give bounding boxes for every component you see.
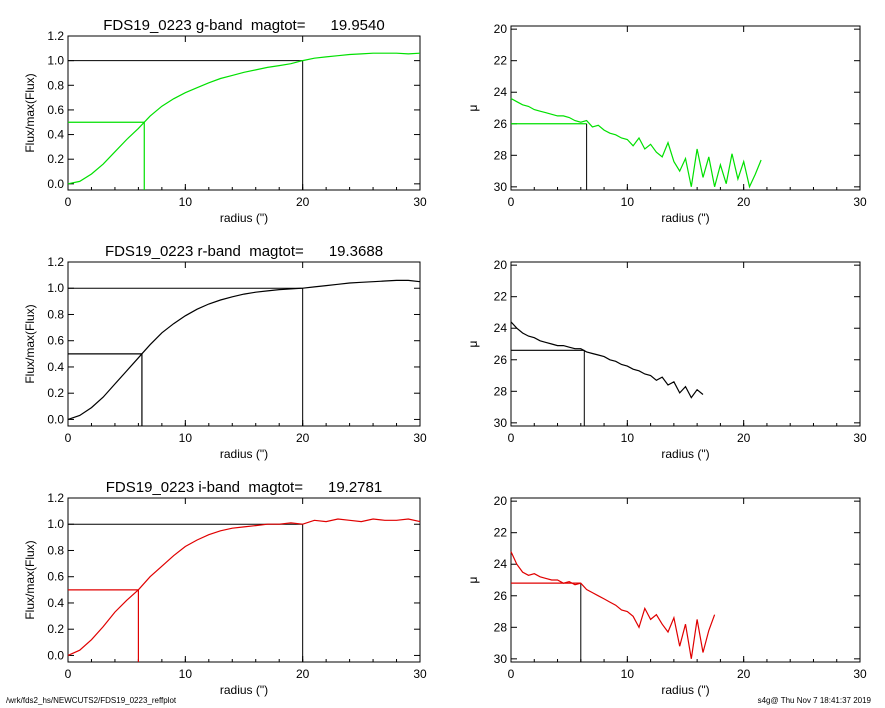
y-tick-label: 26	[494, 353, 508, 367]
y-tick-label: 0.0	[47, 648, 64, 662]
y-tick-label: 1.0	[47, 54, 64, 68]
y-tick-label: 28	[494, 620, 508, 634]
panel-growth-g: 0 10 20 30 0.0 0.2 0.4 0.6 0.8 1.0 1.2 radius (") Fl…	[23, 17, 427, 225]
y-tick-label: 22	[494, 526, 508, 540]
y-tick-label: 0.4	[47, 360, 64, 374]
y-axis-label: Flux/max(Flux)	[23, 304, 37, 383]
x-tick-label: 10	[621, 667, 635, 681]
x-tick-label: 30	[413, 431, 427, 445]
plot-frame	[67, 261, 421, 427]
footer-path: /wrk/fds2_hs/NEWCUTS2/FDS19_0223_reffplo…	[6, 696, 177, 705]
y-tick-label: 1.0	[47, 517, 64, 531]
x-tick-label: 30	[853, 667, 867, 681]
y-axis-label: Flux/max(Flux)	[23, 540, 37, 619]
footer-timestamp: s4g@ Thu Nov 7 18:41:37 2019	[757, 696, 871, 705]
y-tick-label: 24	[494, 85, 508, 99]
y-tick-label: 0.4	[47, 128, 64, 142]
plot-frame	[67, 35, 421, 191]
series-line	[67, 52, 421, 185]
y-tick-label: 20	[494, 22, 508, 36]
x-tick-label: 0	[65, 195, 72, 209]
y-tick-label: 0.0	[47, 412, 64, 426]
y-tick-label: 1.2	[47, 29, 64, 43]
x-tick-label: 30	[853, 195, 867, 209]
y-tick-label: 20	[494, 494, 508, 508]
x-axis-label: radius (")	[661, 211, 709, 225]
panel-sb-g: 0 10 20 30 20 22 24 26 28 30 radius (") μ	[466, 22, 867, 225]
x-axis-label: radius (")	[220, 683, 268, 697]
y-tick-label: 0.0	[47, 177, 64, 191]
y-tick-label: 20	[494, 258, 508, 272]
y-axis-label: μ	[466, 340, 480, 347]
x-axis-label: radius (")	[661, 683, 709, 697]
series-line	[510, 97, 762, 189]
y-axis-label: μ	[466, 104, 480, 111]
y-tick-label: 26	[494, 589, 508, 603]
x-tick-label: 0	[508, 195, 515, 209]
y-tick-label: 1.0	[47, 281, 64, 295]
x-tick-label: 0	[508, 667, 515, 681]
series-line	[67, 279, 421, 420]
plot-frame	[67, 497, 421, 663]
y-tick-label: 0.6	[47, 103, 64, 117]
x-tick-label: 20	[296, 431, 310, 445]
y-axis-label: μ	[466, 576, 480, 583]
panel-title: FDS19_0223 i-band magtot= 19.2781	[106, 479, 382, 496]
y-tick-label: 28	[494, 148, 508, 162]
x-axis-label: radius (")	[220, 211, 268, 225]
y-tick-label: 0.8	[47, 307, 64, 321]
x-tick-label: 20	[296, 195, 310, 209]
y-tick-label: 30	[494, 416, 508, 430]
y-tick-label: 24	[494, 321, 508, 335]
y-tick-label: 0.6	[47, 334, 64, 348]
x-tick-label: 30	[853, 431, 867, 445]
x-tick-label: 20	[737, 431, 751, 445]
x-tick-label: 0	[65, 667, 72, 681]
y-tick-label: 0.2	[47, 152, 64, 166]
plot-frame	[510, 261, 861, 427]
x-tick-label: 20	[737, 195, 751, 209]
plot-frame	[510, 25, 861, 191]
series-line	[510, 321, 704, 399]
y-tick-label: 0.2	[47, 386, 64, 400]
y-tick-label: 0.6	[47, 570, 64, 584]
y-tick-label: 28	[494, 384, 508, 398]
panel-sb-r: 0 10 20 30 20 22 24 26 28 30 radius (") μ	[466, 258, 867, 461]
x-tick-label: 10	[179, 667, 193, 681]
y-tick-label: 1.2	[47, 255, 64, 269]
panel-growth-r: 0 10 20 30 0.0 0.2 0.4 0.6 0.8 1.0 1.2 radius (") Fl…	[23, 243, 427, 461]
y-tick-label: 1.2	[47, 491, 64, 505]
x-tick-label: 30	[413, 667, 427, 681]
series-line	[67, 518, 421, 656]
plot-frame	[510, 497, 861, 663]
y-tick-label: 0.8	[47, 543, 64, 557]
panel-sb-i: 0 10 20 30 20 22 24 26 28 30 radius (") μ	[466, 494, 867, 697]
x-tick-label: 0	[508, 431, 515, 445]
series-line	[510, 551, 716, 659]
y-tick-label: 0.8	[47, 78, 64, 92]
y-tick-label: 0.2	[47, 622, 64, 636]
y-tick-label: 0.4	[47, 596, 64, 610]
x-axis-label: radius (")	[220, 447, 268, 461]
y-tick-label: 30	[494, 180, 508, 194]
x-tick-label: 20	[737, 667, 751, 681]
y-tick-label: 22	[494, 290, 508, 304]
x-tick-label: 10	[179, 431, 193, 445]
x-axis-label: radius (")	[661, 447, 709, 461]
y-tick-label: 30	[494, 652, 508, 666]
panel-title: FDS19_0223 r-band magtot= 19.3688	[105, 243, 383, 260]
x-tick-label: 10	[179, 195, 193, 209]
y-axis-label: Flux/max(Flux)	[23, 73, 37, 152]
panel-title: FDS19_0223 g-band magtot= 19.9540	[103, 17, 384, 34]
y-tick-label: 22	[494, 54, 508, 68]
panel-growth-i: 0 10 20 30 0.0 0.2 0.4 0.6 0.8 1.0 1.2 radius (") Fl…	[23, 479, 427, 697]
x-tick-label: 10	[621, 431, 635, 445]
x-tick-label: 10	[621, 195, 635, 209]
y-tick-label: 26	[494, 117, 508, 131]
x-tick-label: 0	[65, 431, 72, 445]
y-tick-label: 24	[494, 557, 508, 571]
x-tick-label: 30	[413, 195, 427, 209]
x-tick-label: 20	[296, 667, 310, 681]
